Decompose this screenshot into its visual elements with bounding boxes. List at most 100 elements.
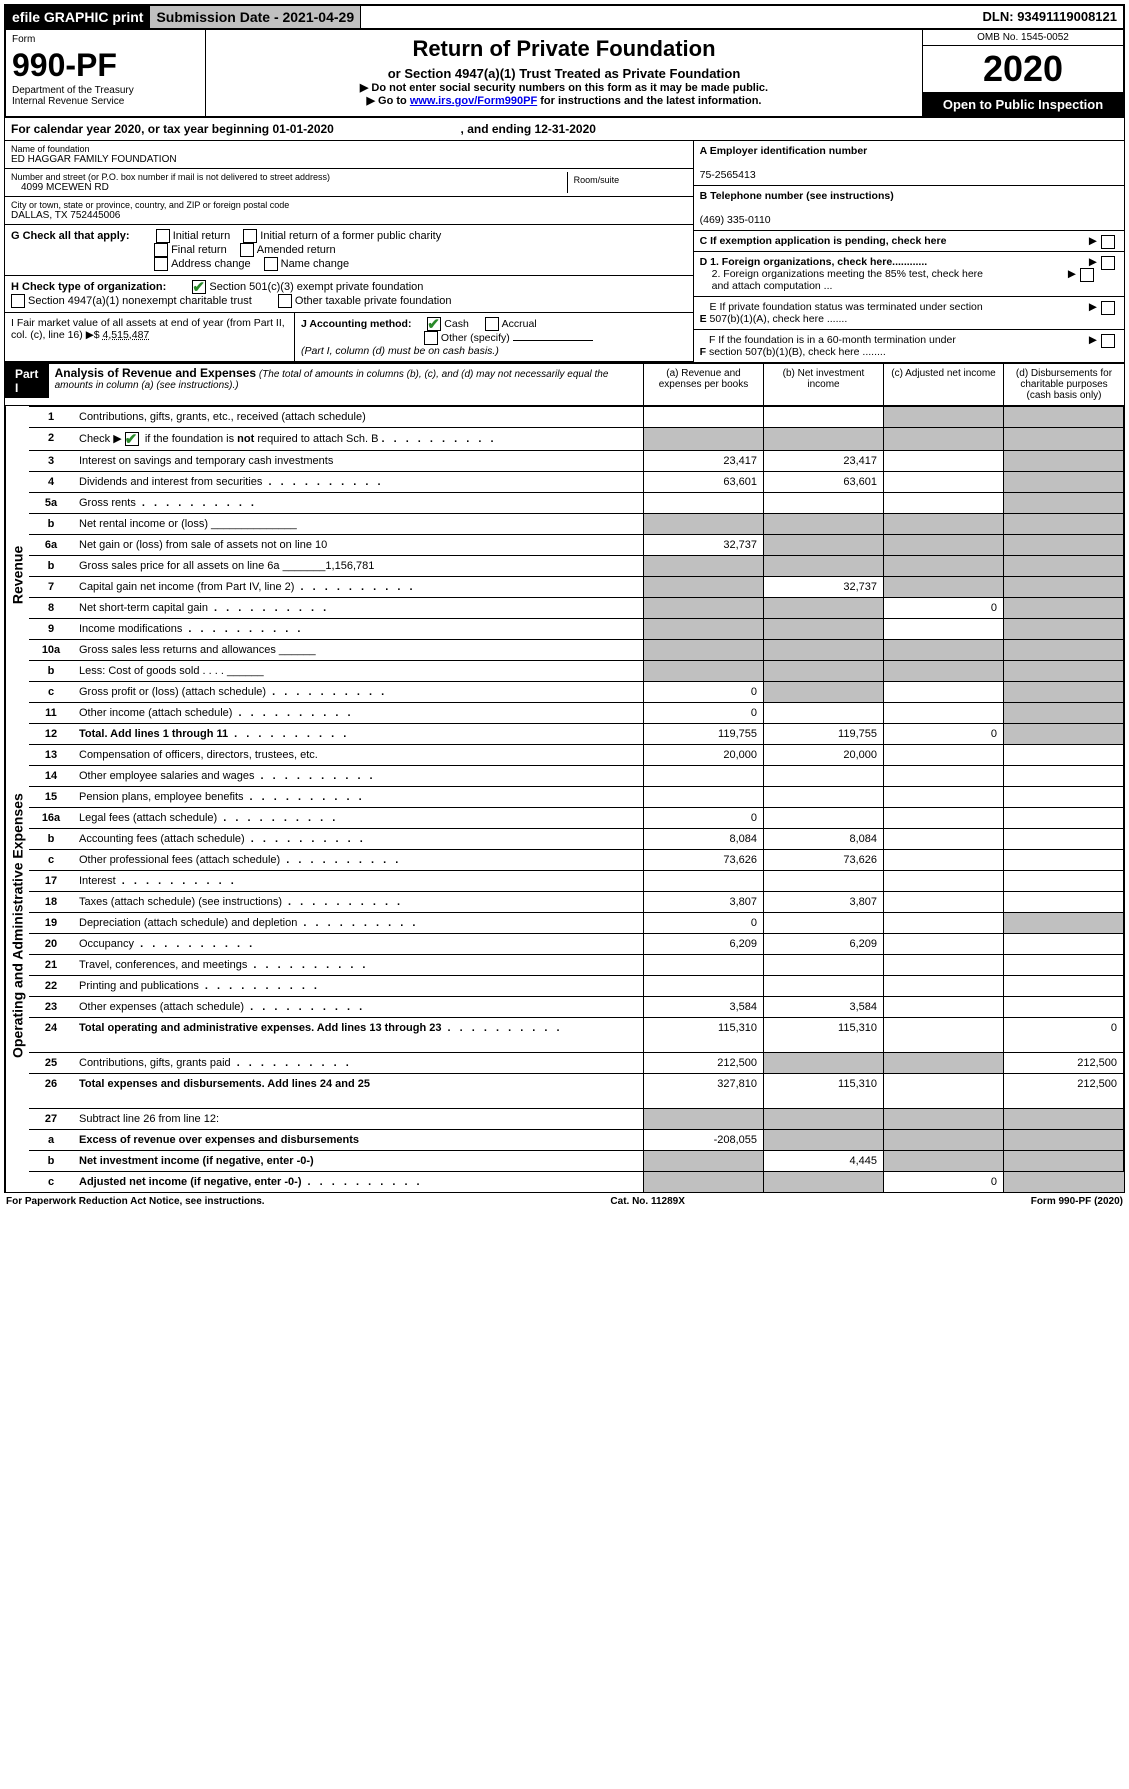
val-a — [644, 954, 764, 975]
warn-ssn: ▶ Do not enter social security numbers o… — [212, 81, 916, 94]
ein-value: 75-2565413 — [700, 169, 756, 181]
val-d — [1004, 849, 1124, 870]
addr-label: Number and street (or P.O. box number if… — [11, 172, 567, 182]
val-b — [764, 639, 884, 660]
cb-e[interactable] — [1101, 301, 1115, 315]
val-a: 6,209 — [644, 933, 764, 954]
line-num: 14 — [29, 765, 73, 786]
city-value: DALLAS, TX 752445006 — [11, 210, 687, 221]
line-num: b — [29, 828, 73, 849]
c-cell: ▶ C If exemption application is pending,… — [694, 231, 1124, 252]
footer-mid: Cat. No. 11289X — [610, 1196, 684, 1207]
val-d — [1004, 954, 1124, 975]
right-info-col: A Employer identification number 75-2565… — [694, 141, 1124, 362]
line-num: c — [29, 849, 73, 870]
val-c — [884, 1129, 1004, 1150]
val-c — [884, 555, 1004, 576]
line-num: b — [29, 555, 73, 576]
irs-link[interactable]: www.irs.gov/Form990PF — [410, 95, 537, 107]
val-c: 0 — [884, 1171, 1004, 1192]
line-desc: Contributions, gifts, grants paid — [73, 1052, 644, 1073]
val-d — [1004, 618, 1124, 639]
cb-d2[interactable] — [1080, 268, 1094, 282]
val-b — [764, 660, 884, 681]
val-a — [644, 786, 764, 807]
val-a — [644, 427, 764, 450]
val-b: 119,755 — [764, 723, 884, 744]
val-a — [644, 870, 764, 891]
cb-final-return[interactable] — [154, 243, 168, 257]
line-desc: Net gain or (loss) from sale of assets n… — [73, 534, 644, 555]
val-a: 23,417 — [644, 450, 764, 471]
val-a — [644, 1108, 764, 1129]
val-a — [644, 492, 764, 513]
line-num: c — [29, 681, 73, 702]
g-opt-4: Address change — [171, 258, 251, 270]
cal-mid: , and ending — [461, 122, 535, 136]
val-d — [1004, 996, 1124, 1017]
line-desc: Interest on savings and temporary cash i… — [73, 450, 644, 471]
ein-cell: A Employer identification number 75-2565… — [694, 141, 1124, 186]
line-desc: Interest — [73, 870, 644, 891]
line-desc: Net investment income (if negative, ente… — [73, 1150, 644, 1171]
a-label: A Employer identification number — [700, 145, 868, 157]
line-desc: Capital gain net income (from Part IV, l… — [73, 576, 644, 597]
val-c — [884, 996, 1004, 1017]
cb-d1[interactable] — [1101, 256, 1115, 270]
cb-amended[interactable] — [240, 243, 254, 257]
line-desc: Income modifications — [73, 618, 644, 639]
cb-c[interactable] — [1101, 235, 1115, 249]
h-label: H Check type of organization: — [11, 281, 166, 293]
val-d — [1004, 933, 1124, 954]
cb-other-method[interactable] — [424, 331, 438, 345]
val-c — [884, 849, 1004, 870]
section-label: Operating and Administrative Expenses — [5, 744, 29, 1108]
line-desc: Other professional fees (attach schedule… — [73, 849, 644, 870]
val-d — [1004, 744, 1124, 765]
val-c — [884, 891, 1004, 912]
val-d — [1004, 513, 1124, 534]
header-right: OMB No. 1545-0052 2020 Open to Public In… — [923, 30, 1123, 116]
d-cell: ▶ D 1. Foreign organizations, check here… — [694, 252, 1124, 297]
val-b: 8,084 — [764, 828, 884, 849]
val-b: 63,601 — [764, 471, 884, 492]
calendar-year-row: For calendar year 2020, or tax year begi… — [4, 118, 1125, 141]
cb-initial-return[interactable] — [156, 229, 170, 243]
cb-f[interactable] — [1101, 334, 1115, 348]
efile-print-button[interactable]: efile GRAPHIC print — [6, 6, 150, 28]
cb-sch-b[interactable] — [125, 432, 139, 446]
line-desc: Net short-term capital gain — [73, 597, 644, 618]
j-other: Other (specify) — [441, 332, 510, 344]
cb-501c3[interactable] — [192, 280, 206, 294]
val-d: 0 — [1004, 1017, 1124, 1052]
cb-accrual[interactable] — [485, 317, 499, 331]
cb-initial-former[interactable] — [243, 229, 257, 243]
line-num: 10a — [29, 639, 73, 660]
form-number: 990-PF — [12, 49, 199, 81]
val-d — [1004, 534, 1124, 555]
val-b: 3,584 — [764, 996, 884, 1017]
cb-4947[interactable] — [11, 294, 25, 308]
cb-name-change[interactable] — [264, 257, 278, 271]
line-num: 22 — [29, 975, 73, 996]
cb-cash[interactable] — [427, 317, 441, 331]
line-desc: Total. Add lines 1 through 11 — [73, 723, 644, 744]
top-bar: efile GRAPHIC print Submission Date - 20… — [4, 4, 1125, 30]
cb-other-taxable[interactable] — [278, 294, 292, 308]
val-c — [884, 576, 1004, 597]
address-row: Number and street (or P.O. box number if… — [5, 169, 693, 197]
section-label: Revenue — [5, 406, 29, 744]
val-c — [884, 1108, 1004, 1129]
f-label: F If the foundation is in a 60-month ter… — [709, 334, 989, 358]
header-left: Form 990-PF Department of the Treasury I… — [6, 30, 206, 116]
cb-address-change[interactable] — [154, 257, 168, 271]
val-b: 6,209 — [764, 933, 884, 954]
foundation-name-label: Name of foundation — [11, 144, 687, 154]
cal-begin: 01-01-2020 — [272, 122, 333, 136]
val-b: 4,445 — [764, 1150, 884, 1171]
part1-header-row: Part I Analysis of Revenue and Expenses … — [4, 363, 1125, 406]
val-c — [884, 975, 1004, 996]
val-b: 73,626 — [764, 849, 884, 870]
line-desc: Pension plans, employee benefits — [73, 786, 644, 807]
line-num: 17 — [29, 870, 73, 891]
